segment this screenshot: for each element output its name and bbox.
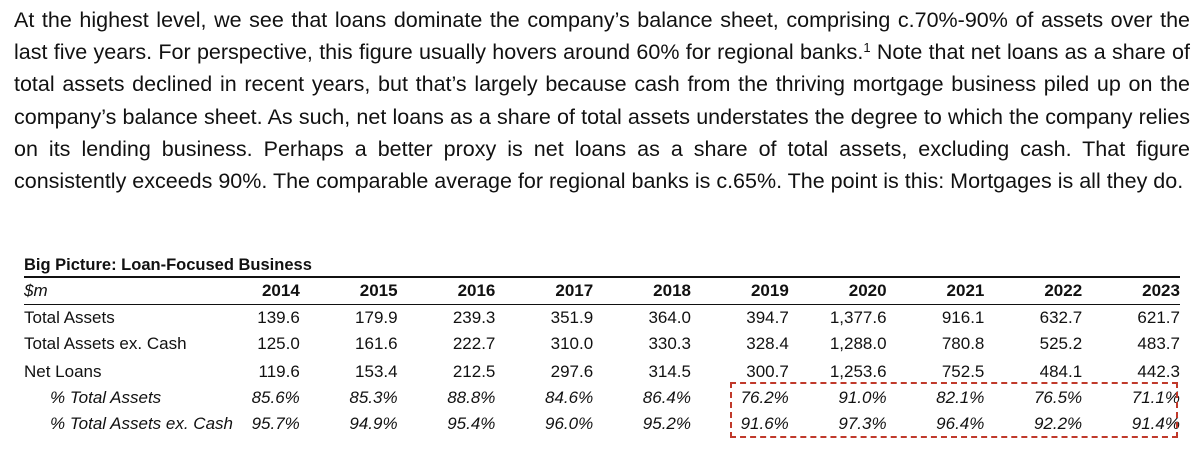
table-cell: 239.3	[452, 308, 496, 327]
year-header: 2023	[1142, 281, 1180, 300]
table-cell: 1,288.0	[829, 334, 887, 353]
row-label: Total Assets ex. Cash	[24, 334, 187, 353]
table-cell: 442.3	[1137, 362, 1180, 381]
loan-focused-table: Big Picture: Loan-Focused Business $m 20…	[24, 254, 1180, 438]
table-cell: 82.1%	[936, 388, 985, 407]
table-cell: 364.0	[648, 308, 691, 327]
year-header: 2014	[261, 281, 300, 300]
body-paragraph: At the highest level, we see that loans …	[14, 4, 1190, 197]
table-cell: 300.7	[746, 362, 789, 381]
footnote-marker[interactable]: 1	[863, 40, 871, 56]
table-cell: 483.7	[1137, 334, 1180, 353]
table-cell: 95.4%	[447, 414, 496, 433]
table-cell: 76.5%	[1033, 388, 1083, 407]
table-cell: 330.3	[648, 334, 691, 353]
table-cell: 71.1%	[1131, 388, 1180, 407]
table-cell: 91.0%	[838, 388, 887, 407]
table-cell: 179.9	[355, 308, 398, 327]
table-cell: 222.7	[452, 334, 496, 353]
year-header: 2021	[946, 281, 985, 300]
table-cell: 97.3%	[838, 414, 887, 433]
table-cell: 621.7	[1137, 308, 1180, 327]
table-cell: 780.8	[941, 334, 985, 353]
table-cell: 484.1	[1039, 362, 1083, 381]
table-cell: 328.4	[746, 334, 789, 353]
table-header-row: $m 2014 2015 2016 2017 2018 2019 2020 20…	[24, 276, 1180, 305]
table-cell: 632.7	[1039, 308, 1083, 327]
table-cell: 161.6	[355, 334, 398, 353]
table-row-net-loans: Net Loans 119.6 153.4 212.5 297.6 314.5 …	[24, 359, 1180, 385]
paragraph-text-part-2: Note that net loans as a share of total …	[14, 40, 1190, 194]
table-cell: 96.0%	[544, 414, 594, 433]
year-header: 2019	[750, 281, 789, 300]
year-header: 2022	[1044, 281, 1083, 300]
table-cell: 1,377.6	[829, 308, 887, 327]
table-cell: 86.4%	[642, 388, 691, 407]
table-cell: 95.2%	[642, 414, 691, 433]
table-cell: 394.7	[746, 308, 789, 327]
table-title: Big Picture: Loan-Focused Business	[24, 256, 312, 274]
table-cell: 91.6%	[740, 414, 789, 433]
table-cell: 314.5	[648, 362, 691, 381]
table-cell: 153.4	[355, 362, 398, 381]
table-cell: 95.7%	[251, 414, 300, 433]
table-cell: 91.4%	[1131, 414, 1180, 433]
table-cell: 88.8%	[447, 388, 496, 407]
table-cell: 351.9	[550, 308, 594, 327]
table-cell: 916.1	[941, 308, 985, 327]
table-cell: 119.6	[258, 362, 300, 381]
table-row-total-assets-ex-cash: Total Assets ex. Cash 125.0 161.6 222.7 …	[24, 331, 1180, 357]
table-cell: 212.5	[452, 362, 496, 381]
year-header: 2020	[848, 281, 887, 300]
table-row-pct-total-assets: % Total Assets 85.6% 85.3% 88.8% 84.6% 8…	[24, 385, 1180, 411]
table-cell: 94.9%	[349, 414, 398, 433]
highlight-box-2019-2023	[730, 382, 1178, 438]
table-cell: 1,253.6	[829, 362, 887, 381]
year-header: 2016	[457, 281, 496, 300]
row-label: % Total Assets ex. Cash	[50, 414, 233, 433]
table-cell: 76.2%	[740, 388, 789, 407]
unit-label: $m	[24, 281, 48, 300]
table-row-total-assets: Total Assets 139.6 179.9 239.3 351.9 364…	[24, 305, 1180, 331]
table-cell: 310.0	[550, 334, 594, 353]
table-cell: 92.2%	[1033, 414, 1083, 433]
table-cell: 139.6	[257, 308, 300, 327]
row-label: % Total Assets	[50, 388, 162, 407]
row-label: Net Loans	[24, 362, 102, 381]
row-label: Total Assets	[24, 308, 115, 327]
table-cell: 85.3%	[349, 388, 398, 407]
table-cell: 85.6%	[251, 388, 300, 407]
table-cell: 84.6%	[544, 388, 594, 407]
table-row-pct-total-assets-ex-cash: % Total Assets ex. Cash 95.7% 94.9% 95.4…	[24, 411, 1180, 437]
year-header: 2018	[653, 281, 691, 300]
table-cell: 125.0	[257, 334, 300, 353]
table-cell: 96.4%	[936, 414, 985, 433]
year-header: 2017	[555, 281, 594, 300]
table-cell: 297.6	[550, 362, 594, 381]
year-header: 2015	[359, 281, 398, 300]
table-cell: 752.5	[941, 362, 985, 381]
paragraph-text-part-1: At the highest level, we see that loans …	[14, 8, 1190, 65]
table-cell: 525.2	[1039, 334, 1083, 353]
